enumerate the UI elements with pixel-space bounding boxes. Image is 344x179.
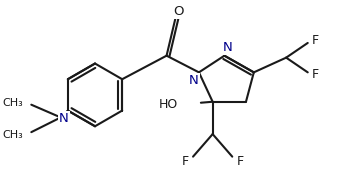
Text: F: F [312, 68, 319, 81]
Text: N: N [223, 41, 232, 54]
Text: N: N [59, 112, 68, 125]
Text: CH₃: CH₃ [3, 98, 23, 108]
Text: F: F [312, 35, 319, 47]
Text: N: N [189, 74, 199, 87]
Text: O: O [173, 5, 184, 18]
Text: F: F [182, 155, 189, 168]
Text: F: F [237, 155, 244, 168]
Text: HO: HO [159, 98, 178, 111]
Text: CH₃: CH₃ [3, 130, 23, 140]
